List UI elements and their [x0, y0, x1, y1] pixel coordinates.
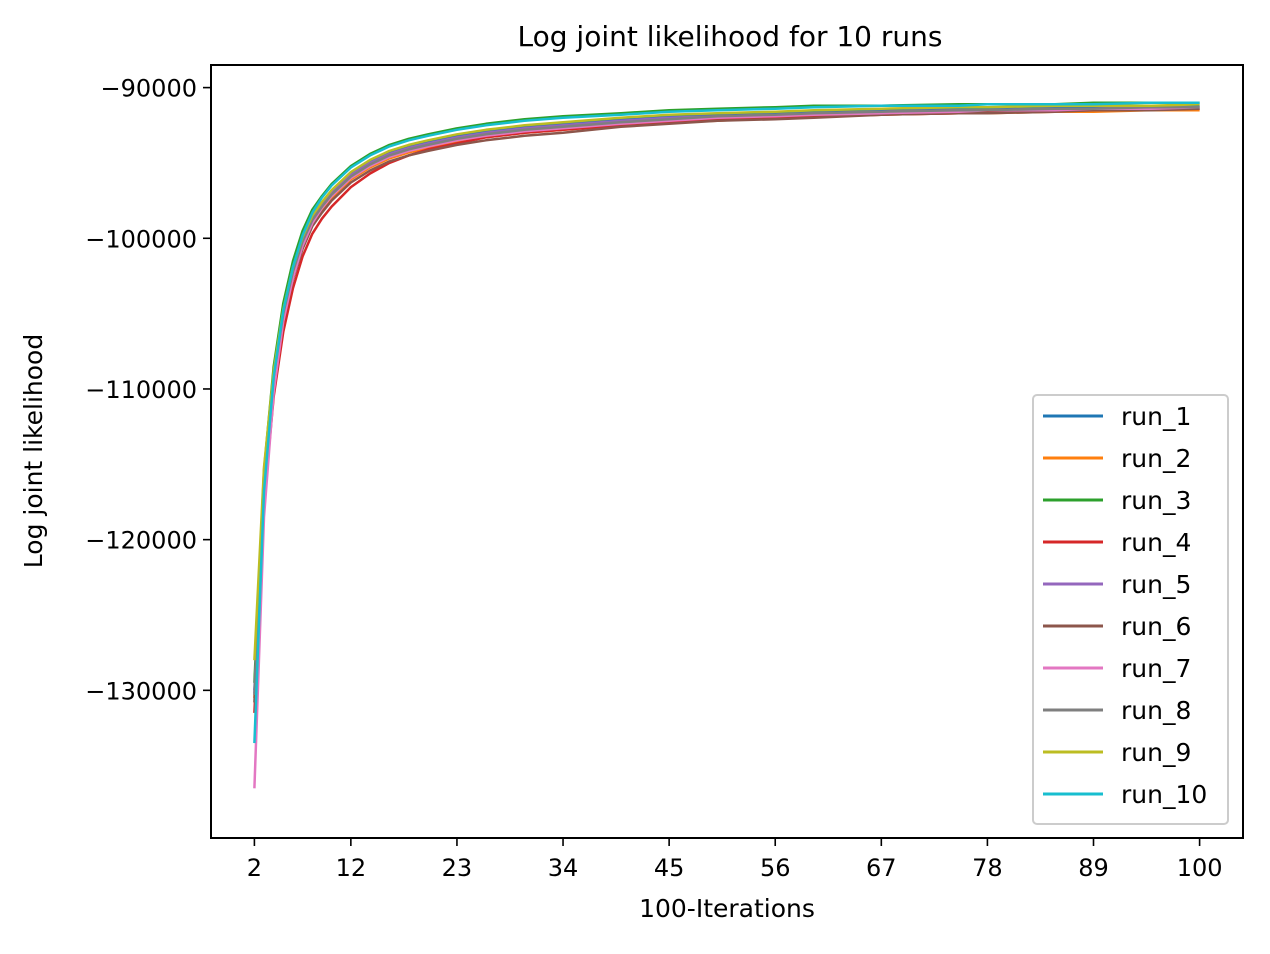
legend-label-run_3: run_3 [1121, 486, 1191, 515]
series-line-run_10 [253, 101, 1200, 744]
legend-label-run_7: run_7 [1121, 654, 1191, 683]
y-tick-label: −100000 [85, 225, 197, 253]
legend-label-run_6: run_6 [1121, 612, 1191, 641]
x-axis-ticks: 2 12 23 34 45 56 67 78 89 100 [247, 838, 1223, 882]
x-tick-label: 56 [760, 854, 791, 882]
y-axis-label: Log joint likelihood [19, 334, 48, 568]
y-tick-label: −120000 [85, 527, 197, 555]
y-tick-label: −130000 [85, 677, 197, 705]
legend-frame [1032, 394, 1229, 825]
x-tick-label: 12 [336, 854, 367, 882]
x-tick-label: 23 [442, 854, 473, 882]
series-line-run_7 [253, 105, 1200, 789]
series-layer [253, 101, 1200, 789]
legend-label-run_4: run_4 [1121, 528, 1191, 557]
y-tick-label: −90000 [101, 75, 197, 103]
legend-label-run_9: run_9 [1121, 738, 1191, 767]
x-tick-label: 100 [1177, 854, 1223, 882]
x-tick-label: 2 [247, 854, 262, 882]
x-tick-label: 78 [972, 854, 1003, 882]
x-tick-label: 34 [548, 854, 579, 882]
legend-label-run_5: run_5 [1121, 570, 1191, 599]
legend: run_1 run_2 run_3 run_4 run_5 run_6 run_7 run_8… [1032, 394, 1229, 825]
x-tick-label: 67 [866, 854, 897, 882]
legend-label-run_2: run_2 [1121, 444, 1191, 473]
plot-frame [210, 64, 1244, 839]
legend-label-run_1: run_1 [1121, 402, 1191, 431]
y-axis-ticks: −90000 −100000 −110000 −120000 −130000 [85, 75, 211, 705]
series-line-run_8 [253, 105, 1200, 695]
x-tick-label: 45 [654, 854, 685, 882]
legend-label-run_8: run_8 [1121, 696, 1191, 725]
x-tick-label: 89 [1078, 854, 1109, 882]
y-tick-label: −110000 [85, 376, 197, 404]
x-axis-label: 100-Iterations [639, 894, 815, 923]
chart-title: Log joint likelihood for 10 runs [518, 20, 943, 53]
legend-label-run_10: run_10 [1121, 780, 1207, 809]
